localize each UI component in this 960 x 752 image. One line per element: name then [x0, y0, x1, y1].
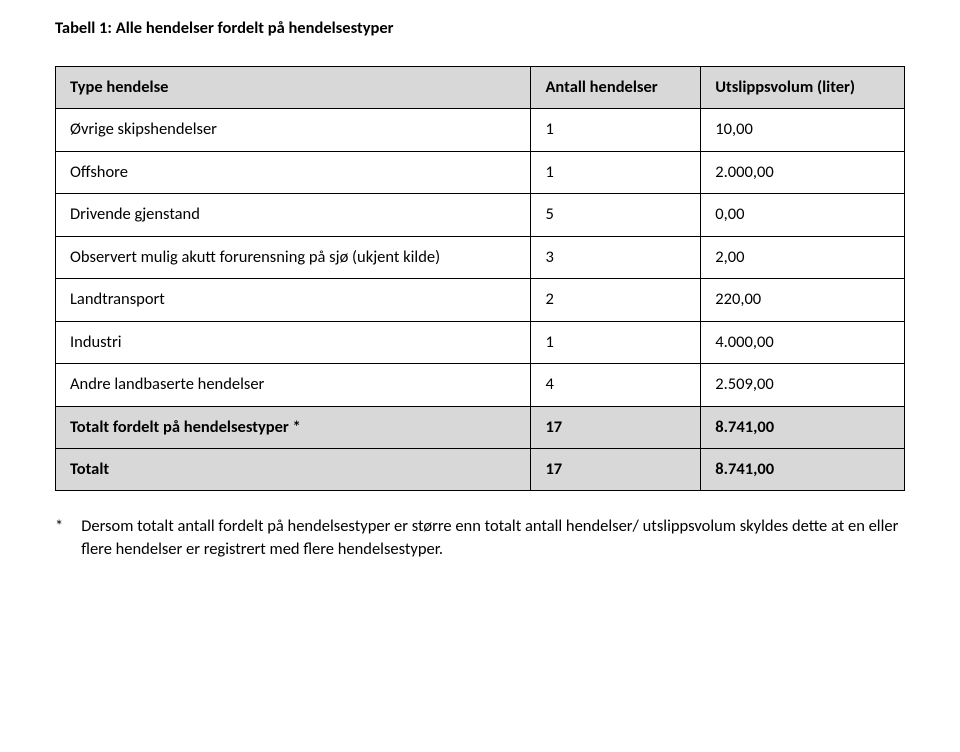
col-header-volume: Utslippsvolum (liter)	[701, 67, 905, 109]
cell-count: 17	[531, 448, 701, 490]
cell-volume: 2.509,00	[701, 364, 905, 406]
cell-label: Totalt fordelt på hendelsestyper *	[56, 406, 531, 448]
cell-volume: 4.000,00	[701, 321, 905, 363]
cell-volume: 0,00	[701, 194, 905, 236]
table-row-total: Totalt 17 8.741,00	[56, 448, 905, 490]
table-row: Industri 1 4.000,00	[56, 321, 905, 363]
cell-volume: 10,00	[701, 109, 905, 151]
table-row: Landtransport 2 220,00	[56, 279, 905, 321]
events-table: Type hendelse Antall hendelser Utslippsv…	[55, 66, 905, 491]
cell-count: 3	[531, 236, 701, 278]
col-header-count: Antall hendelser	[531, 67, 701, 109]
cell-label: Drivende gjenstand	[56, 194, 531, 236]
table-row: Andre landbaserte hendelser 4 2.509,00	[56, 364, 905, 406]
cell-count: 17	[531, 406, 701, 448]
table-row: Drivende gjenstand 5 0,00	[56, 194, 905, 236]
cell-label: Observert mulig akutt forurensning på sj…	[56, 236, 531, 278]
cell-label: Offshore	[56, 151, 531, 193]
cell-count: 1	[531, 151, 701, 193]
cell-count: 1	[531, 321, 701, 363]
cell-count: 2	[531, 279, 701, 321]
footnote-text: Dersom totalt antall fordelt på hendelse…	[81, 515, 905, 560]
cell-label: Øvrige skipshendelser	[56, 109, 531, 151]
cell-label: Industri	[56, 321, 531, 363]
cell-volume: 8.741,00	[701, 448, 905, 490]
cell-volume: 2.000,00	[701, 151, 905, 193]
cell-label: Totalt	[56, 448, 531, 490]
cell-volume: 2,00	[701, 236, 905, 278]
cell-label: Andre landbaserte hendelser	[56, 364, 531, 406]
cell-count: 5	[531, 194, 701, 236]
col-header-type: Type hendelse	[56, 67, 531, 109]
footnote: * Dersom totalt antall fordelt på hendel…	[55, 515, 905, 560]
table-row-total-star: Totalt fordelt på hendelsestyper * 17 8.…	[56, 406, 905, 448]
table-caption: Tabell 1: Alle hendelser fordelt på hend…	[55, 18, 905, 38]
cell-count: 4	[531, 364, 701, 406]
table-header-row: Type hendelse Antall hendelser Utslippsv…	[56, 67, 905, 109]
cell-volume: 8.741,00	[701, 406, 905, 448]
table-row: Observert mulig akutt forurensning på sj…	[56, 236, 905, 278]
table-row: Offshore 1 2.000,00	[56, 151, 905, 193]
table-row: Øvrige skipshendelser 1 10,00	[56, 109, 905, 151]
cell-volume: 220,00	[701, 279, 905, 321]
footnote-mark: *	[55, 515, 63, 560]
cell-label: Landtransport	[56, 279, 531, 321]
cell-count: 1	[531, 109, 701, 151]
